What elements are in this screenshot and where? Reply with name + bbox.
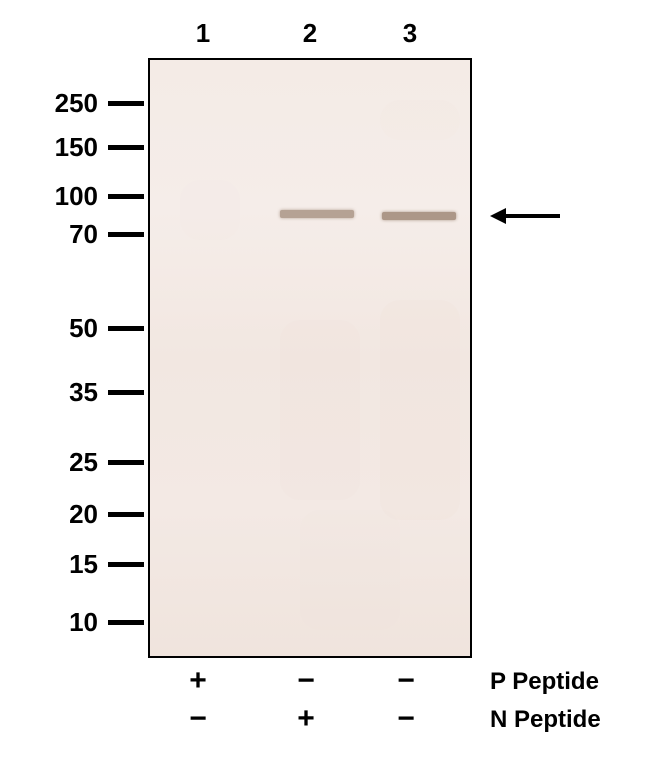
molecular-weight-tick — [108, 460, 144, 465]
molecular-weight-label: 100 — [38, 181, 98, 212]
peptide-symbol: − — [291, 664, 321, 698]
peptide-symbol: − — [391, 702, 421, 736]
peptide-symbol: − — [183, 702, 213, 736]
molecular-weight-label: 150 — [38, 132, 98, 163]
molecular-weight-label: 70 — [38, 219, 98, 250]
molecular-weight-tick — [108, 620, 144, 625]
blot-texture — [150, 60, 470, 656]
molecular-weight-tick — [108, 512, 144, 517]
blot-membrane — [148, 58, 472, 658]
molecular-weight-tick — [108, 390, 144, 395]
peptide-row-label: N Peptide — [490, 706, 601, 734]
molecular-weight-tick — [108, 101, 144, 106]
peptide-row-label: P Peptide — [490, 668, 599, 696]
peptide-symbol: − — [391, 664, 421, 698]
molecular-weight-label: 25 — [38, 447, 98, 478]
molecular-weight-tick — [108, 145, 144, 150]
molecular-weight-label: 35 — [38, 377, 98, 408]
peptide-symbol: + — [291, 702, 321, 736]
protein-band — [382, 212, 456, 220]
molecular-weight-label: 20 — [38, 499, 98, 530]
molecular-weight-label: 10 — [38, 607, 98, 638]
molecular-weight-tick — [108, 232, 144, 237]
western-blot-figure: { "dimensions": { "width": 650, "height"… — [0, 0, 650, 784]
lane-label: 1 — [183, 18, 223, 49]
lane-label: 2 — [290, 18, 330, 49]
molecular-weight-label: 50 — [38, 313, 98, 344]
molecular-weight-label: 15 — [38, 549, 98, 580]
lane-label: 3 — [390, 18, 430, 49]
molecular-weight-tick — [108, 562, 144, 567]
protein-band — [280, 210, 354, 218]
molecular-weight-tick — [108, 326, 144, 331]
molecular-weight-label: 250 — [38, 88, 98, 119]
band-indicator-arrow — [490, 201, 570, 231]
molecular-weight-tick — [108, 194, 144, 199]
peptide-symbol: + — [183, 664, 213, 698]
